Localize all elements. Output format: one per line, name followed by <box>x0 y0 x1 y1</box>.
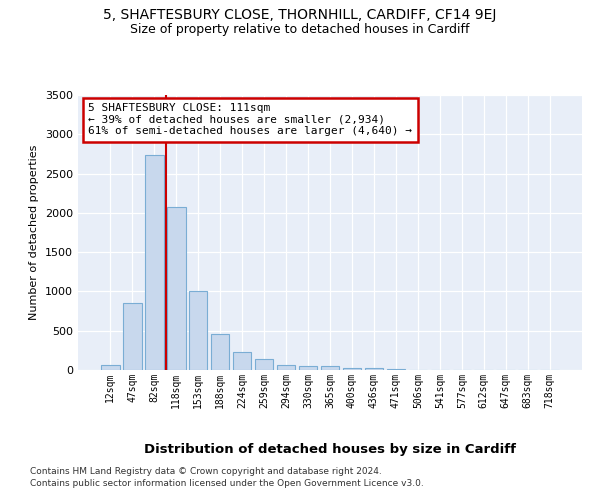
Bar <box>299 366 317 370</box>
Text: Distribution of detached houses by size in Cardiff: Distribution of detached houses by size … <box>144 442 516 456</box>
Bar <box>123 303 142 370</box>
Bar <box>386 369 405 370</box>
Text: 5, SHAFTESBURY CLOSE, THORNHILL, CARDIFF, CF14 9EJ: 5, SHAFTESBURY CLOSE, THORNHILL, CARDIFF… <box>103 8 497 22</box>
Y-axis label: Number of detached properties: Number of detached properties <box>29 145 40 320</box>
Bar <box>255 358 274 370</box>
Bar <box>365 368 383 370</box>
Bar <box>211 334 229 370</box>
Bar <box>167 208 185 370</box>
Bar <box>233 352 251 370</box>
Text: 5 SHAFTESBURY CLOSE: 111sqm
← 39% of detached houses are smaller (2,934)
61% of : 5 SHAFTESBURY CLOSE: 111sqm ← 39% of det… <box>88 104 412 136</box>
Text: Size of property relative to detached houses in Cardiff: Size of property relative to detached ho… <box>130 22 470 36</box>
Bar <box>277 364 295 370</box>
Bar <box>145 156 164 370</box>
Bar <box>189 290 208 370</box>
Bar <box>343 368 361 370</box>
Bar <box>320 366 340 370</box>
Text: Contains HM Land Registry data © Crown copyright and database right 2024.: Contains HM Land Registry data © Crown c… <box>30 468 382 476</box>
Text: Contains public sector information licensed under the Open Government Licence v3: Contains public sector information licen… <box>30 479 424 488</box>
Bar <box>101 366 119 370</box>
